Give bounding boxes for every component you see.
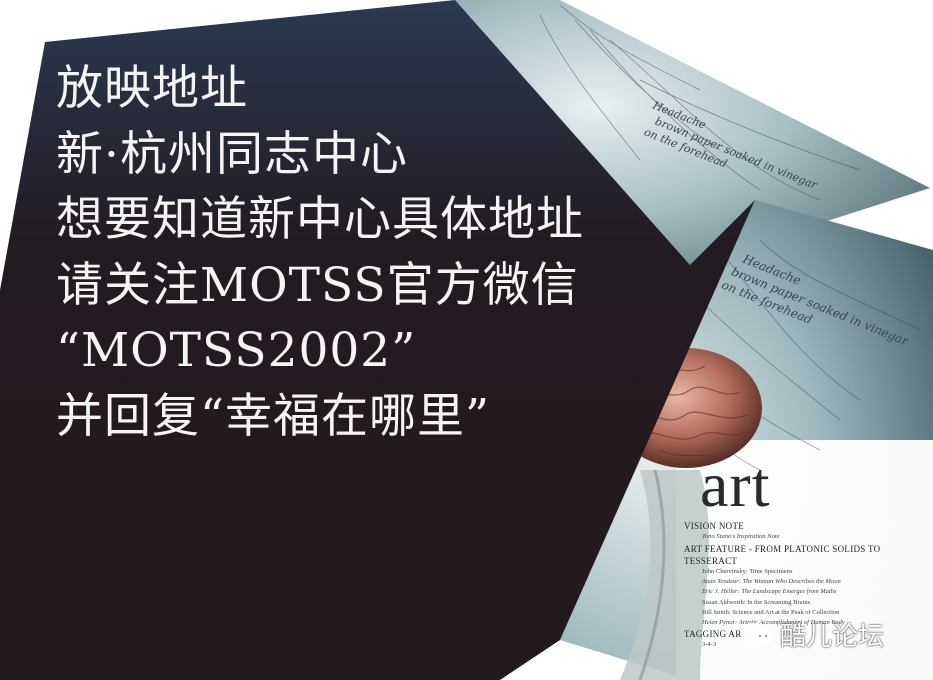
reply-keyword: 并回复“幸福在哪里” bbox=[56, 388, 491, 444]
upper-photo-page bbox=[455, 0, 930, 265]
toc-section-heading: ART FEATURE - FROM PLATONIC SOLIDS TO TE… bbox=[684, 543, 881, 566]
watermark-text: 酷儿论坛 bbox=[780, 622, 885, 652]
address-hint: 想要知道新中心具体地址 bbox=[56, 192, 584, 247]
art-title-fragment: art bbox=[700, 449, 771, 520]
watermark: 酷儿论坛 bbox=[740, 616, 884, 653]
table-of-contents-paper bbox=[676, 440, 933, 680]
wechat-account-id: “MOTSS2002” bbox=[56, 323, 417, 378]
toc-item: Anan Tondeur: The Woman Who Describes th… bbox=[702, 577, 841, 585]
wechat-icon bbox=[741, 622, 772, 649]
venue-name: 新·杭州同志中心 bbox=[56, 126, 408, 182]
toc-item: Bill Smith: Science and Art at the Peak … bbox=[702, 608, 840, 616]
table-of-contents: VISION NOTE Tono Stano's Inspiration Not… bbox=[684, 520, 924, 650]
toc-item: Helen Pynor: Artistic Accomplishment of … bbox=[702, 618, 845, 626]
venue-heading: 放映地址 bbox=[56, 61, 248, 116]
toc-item: 3-4-3 bbox=[702, 641, 717, 648]
toc-item: Eric J. Heller: The Landscape Emerges fr… bbox=[702, 588, 837, 595]
toc-item: Susan Aldworth: In the Screaming Brains bbox=[702, 598, 811, 606]
upper-nerve-strands bbox=[539, 4, 861, 201]
follow-instruction: 请关注MOTSS官方微信 bbox=[56, 257, 579, 313]
toc-item: Tono Stano's Inspiration Note bbox=[702, 533, 780, 540]
announcement-text: 放映地址 新·杭州同志中心 想要知道新中心具体地址 请关注MOTSS官方微信 “… bbox=[56, 56, 584, 449]
toc-section-heading: VISION NOTE bbox=[684, 521, 745, 531]
dark-text-panel bbox=[0, 0, 755, 680]
toc-section-heading: TAGGING AR bbox=[684, 629, 742, 639]
toc-item: John Chervinsky: Time Specimens bbox=[702, 567, 793, 575]
